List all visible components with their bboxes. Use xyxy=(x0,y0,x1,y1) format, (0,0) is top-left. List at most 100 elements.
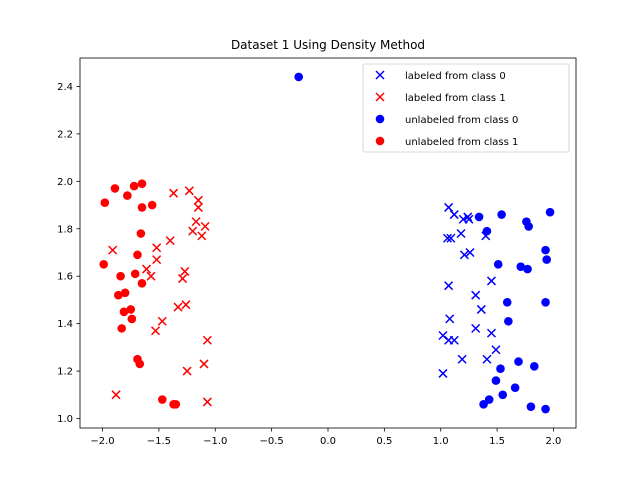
x-marker-stroke xyxy=(464,214,474,224)
data-point xyxy=(471,290,481,300)
data-point xyxy=(147,200,157,210)
data-point xyxy=(120,288,130,298)
x-axis-ticks: −2.0 −1.5 −1.0 −0.5 0.0 0.5 1.0 1.5 2.0 xyxy=(90,428,561,447)
data-point xyxy=(150,326,161,336)
legend-label: unlabeled from class 0 xyxy=(405,115,518,126)
data-point xyxy=(516,262,526,272)
x-marker-stroke xyxy=(193,195,203,205)
data-point xyxy=(123,191,132,200)
x-marker-stroke xyxy=(146,271,156,281)
x-marker-stroke xyxy=(456,228,466,239)
data-point xyxy=(193,202,203,212)
data-point xyxy=(181,300,191,310)
data-point xyxy=(129,181,139,191)
data-point xyxy=(152,255,162,265)
data-point xyxy=(541,245,550,255)
data-point xyxy=(474,212,484,222)
data-point xyxy=(476,304,486,314)
x-tick-label: 0.5 xyxy=(376,436,392,447)
x-tick-label: 1.0 xyxy=(433,436,449,447)
data-point xyxy=(446,233,456,243)
data-point xyxy=(116,271,125,281)
x-marker-stroke xyxy=(202,397,212,407)
data-point xyxy=(463,212,473,222)
data-point xyxy=(146,271,156,281)
data-point xyxy=(496,364,505,374)
legend-entry: labeled from class 0 xyxy=(375,70,506,82)
data-point xyxy=(135,359,145,369)
data-point xyxy=(182,366,192,376)
series-1 xyxy=(108,186,212,407)
legend-marker xyxy=(375,92,385,102)
data-point xyxy=(491,376,501,385)
data-point xyxy=(141,264,152,274)
data-point xyxy=(197,231,207,241)
x-marker-stroke xyxy=(173,302,183,312)
x-marker-stroke xyxy=(445,314,455,324)
x-marker-stroke xyxy=(197,231,207,241)
x-marker-stroke xyxy=(184,186,194,196)
data-point xyxy=(137,179,147,189)
x-marker-stroke xyxy=(442,233,453,243)
y-tick-label: 1.0 xyxy=(57,414,73,425)
x-marker-stroke xyxy=(165,236,175,246)
data-point xyxy=(459,250,469,260)
data-point xyxy=(523,264,532,274)
x-marker-stroke xyxy=(141,264,152,274)
data-point xyxy=(482,226,492,236)
series-3 xyxy=(99,179,181,409)
data-point xyxy=(498,390,508,400)
y-tick-label: 2.4 xyxy=(57,82,73,93)
legend-entry: unlabeled from class 1 xyxy=(375,136,518,148)
x-marker-stroke xyxy=(152,243,162,253)
x-marker-stroke xyxy=(471,290,481,300)
x-marker-stroke xyxy=(150,326,161,336)
data-point xyxy=(126,305,136,314)
x-marker-stroke xyxy=(486,276,496,286)
data-point xyxy=(438,368,448,378)
data-point xyxy=(173,302,183,312)
chart-title: Dataset 1 Using Density Method xyxy=(231,38,425,52)
data-point xyxy=(486,328,496,338)
data-point xyxy=(445,314,455,324)
x-marker-stroke xyxy=(193,202,203,212)
x-marker-stroke xyxy=(181,300,191,310)
x-marker-stroke xyxy=(491,345,501,355)
x-marker-stroke xyxy=(463,212,473,222)
data-point xyxy=(110,184,120,193)
data-point xyxy=(157,395,167,404)
x-marker-stroke xyxy=(465,247,475,258)
data-point xyxy=(456,228,466,239)
points-layer xyxy=(99,72,555,414)
data-point xyxy=(108,245,118,255)
data-point xyxy=(524,222,533,231)
data-point xyxy=(133,250,142,260)
data-point xyxy=(484,395,494,404)
x-marker-stroke xyxy=(449,210,459,220)
data-point xyxy=(545,207,555,217)
data-point xyxy=(444,202,454,212)
data-point xyxy=(482,354,492,364)
x-tick-label: −1.5 xyxy=(147,436,171,447)
data-point xyxy=(114,290,123,300)
y-tick-label: 1.8 xyxy=(57,224,73,235)
data-point xyxy=(471,323,481,333)
data-point xyxy=(184,186,194,196)
data-point xyxy=(193,195,203,205)
y-tick-label: 1.2 xyxy=(57,367,73,378)
data-point xyxy=(504,316,513,326)
data-point xyxy=(137,203,147,212)
x-marker-stroke xyxy=(188,226,198,236)
x-marker-stroke xyxy=(438,330,448,341)
data-point xyxy=(178,274,188,284)
x-marker-stroke xyxy=(200,221,210,231)
data-point xyxy=(464,214,474,224)
data-point xyxy=(442,233,453,243)
data-point xyxy=(491,345,501,355)
x-marker-stroke xyxy=(169,188,179,198)
data-point xyxy=(188,226,198,236)
x-marker-stroke xyxy=(375,92,385,102)
x-marker-stroke xyxy=(191,217,201,227)
data-point xyxy=(117,324,127,333)
data-point xyxy=(169,188,179,198)
